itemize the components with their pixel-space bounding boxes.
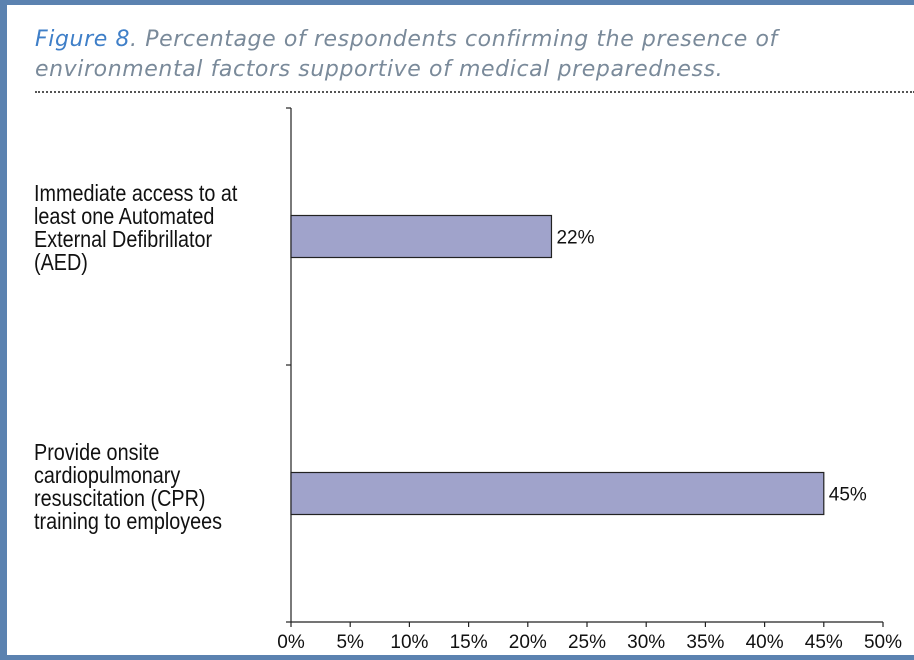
category-label-line: Provide onsite: [34, 439, 160, 465]
caption-divider: [35, 91, 914, 93]
category-label-line: External Defibrillator: [34, 226, 213, 252]
category-label-aed: Immediate access to at least one Automat…: [34, 182, 240, 274]
x-tick-label: 25%: [568, 632, 606, 653]
category-label-cpr: Provide onsite cardiopulmonary resuscita…: [34, 441, 240, 533]
bar: [290, 214, 553, 259]
chart-bars: [290, 214, 825, 516]
category-label-line: least one Automated: [34, 203, 215, 229]
x-tick-label: 20%: [509, 632, 547, 653]
category-label-line: Immediate access to at: [34, 180, 238, 206]
category-label-line: (AED): [34, 249, 88, 275]
chart-axes: [286, 107, 884, 627]
category-label-line: training to employees: [34, 508, 223, 534]
figure-label: Figure 8: [35, 27, 131, 52]
x-tick-label: 30%: [627, 632, 665, 653]
x-tick-label: 40%: [746, 632, 784, 653]
x-tick-label: 35%: [686, 632, 724, 653]
category-label-line: cardiopulmonary: [34, 462, 181, 488]
figure-caption: Figure 8. Percentage of respondents conf…: [35, 25, 905, 85]
x-tick-label: 15%: [450, 632, 488, 653]
bar: [290, 471, 825, 516]
x-tick-label: 5%: [336, 632, 364, 653]
x-tick-label: 50%: [864, 632, 902, 653]
caption-text: . Percentage of respondents confirming t…: [35, 27, 778, 82]
category-label-line: resuscitation (CPR): [34, 485, 206, 511]
x-tick-label: 10%: [390, 632, 428, 653]
bar-value-label: 45%: [829, 485, 867, 506]
bar-value-label: 22%: [556, 228, 594, 249]
x-tick-label: 45%: [805, 632, 843, 653]
x-tick-label: 0%: [277, 632, 305, 653]
chart-labels: 0% 5% 10% 15% 20% 25% 30% 35% 40% 45% 50% 22% 45%: [277, 228, 902, 654]
